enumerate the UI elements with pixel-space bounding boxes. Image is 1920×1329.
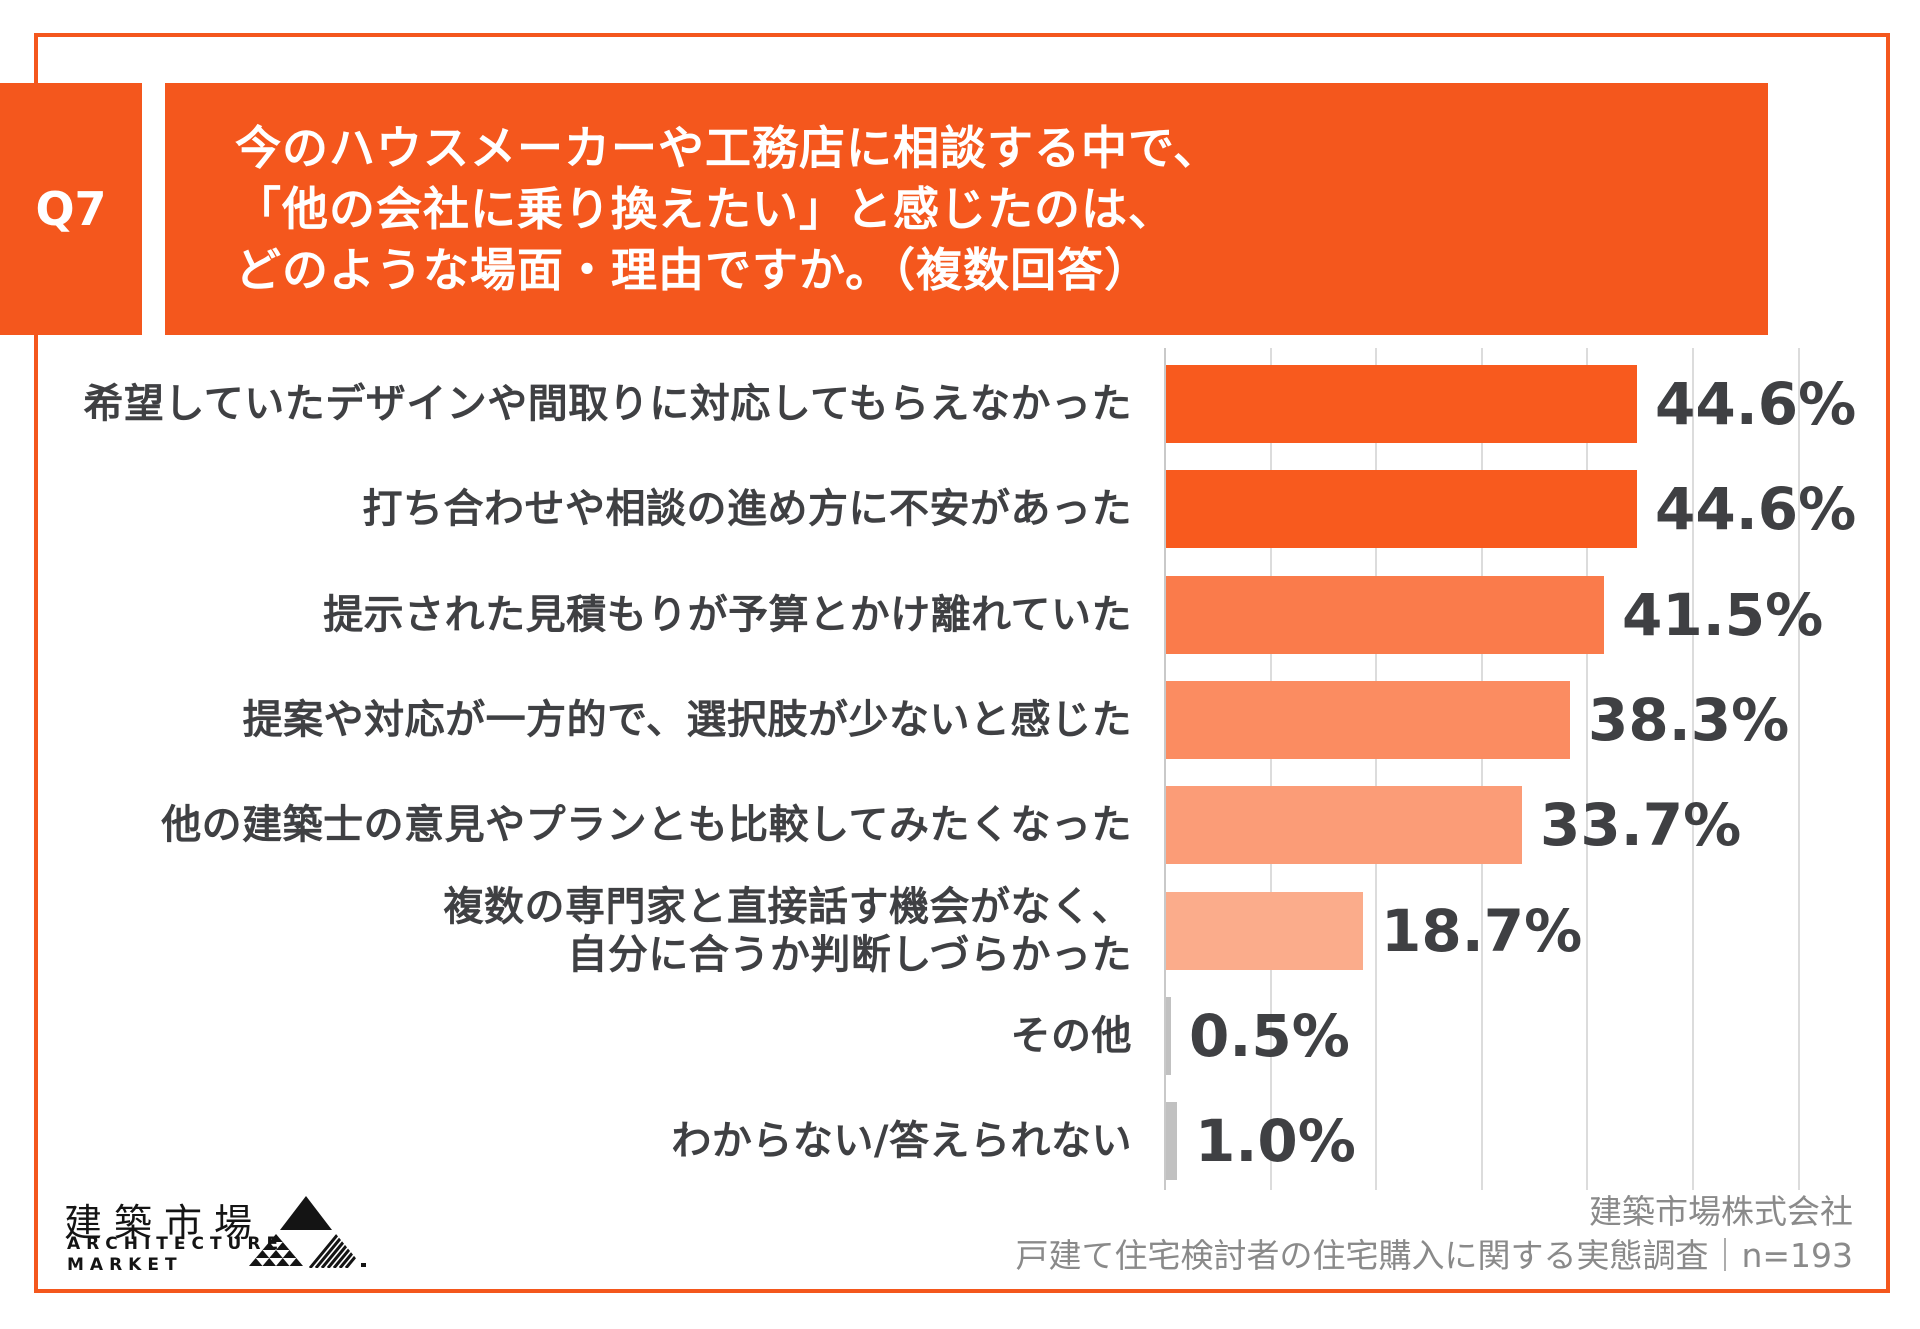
bar-3 [1166,576,1604,654]
value-label-1: 44.6% [1655,370,1857,438]
question-tag: Q7 [0,83,142,335]
y-axis-line [1164,348,1166,1190]
source-note: 建築市場株式会社 戸建て住宅検討者の住宅購入に関する実態調査｜n=193 [1015,1190,1853,1278]
question-title-line-1: 今のハウスメーカーや工務店に相談する中で、 [235,120,1221,175]
question-tag-label: Q7 [35,182,107,236]
category-label-3: 提示された見積もりが予算とかけ離れていた [323,592,1132,638]
category-label-6: 複数の専門家と直接話す機会がなく、 自分に合うか判断しづらかった [443,884,1132,978]
category-label-7: その他 [1010,1013,1132,1059]
value-label-8: 1.0% [1195,1107,1356,1175]
gridline-30 [1480,348,1483,1190]
bar-1 [1166,365,1637,443]
gridline-50 [1692,348,1694,1190]
value-label-4: 38.3% [1588,686,1790,754]
bar-8 [1166,1102,1177,1180]
question-title: 今のハウスメーカーや工務店に相談する中で、 「他の会社に乗り換えたい」と感じたの… [165,83,1768,335]
category-label-1: 希望していたデザインや間取りに対応してもらえなかった [83,381,1132,427]
page-border-frame [34,33,1890,1293]
value-label-6: 18.7% [1381,897,1583,965]
gridline-10 [1269,348,1272,1190]
value-label-7: 0.5% [1189,1002,1350,1070]
category-label-4: 提案や対応が一方的で、選択肢が少ないと感じた [242,697,1132,743]
logo-jp-text: 建築市場 [64,1201,265,1245]
bar-7 [1166,997,1171,1075]
category-label-5: 他の建築士の意見やプランとも比較してみたくなった [161,802,1132,848]
value-label-3: 41.5% [1622,581,1824,649]
category-label-2: 打ち合わせや相談の進め方に不安があった [362,486,1132,532]
logo-triangles-icon [249,1196,366,1268]
category-label-8: わからない/答えられない [671,1118,1132,1164]
logo-en-line1: ARCHITECTURE [67,1234,285,1254]
bar-6 [1166,892,1363,970]
question-title-line-3: どのような場面・理由ですか。（複数回答） [235,242,1152,297]
source-company: 建築市場株式会社 [1589,1192,1853,1231]
gridline-40 [1586,348,1589,1190]
question-title-line-2: 「他の会社に乗り換えたい」と感じたのは、 [235,181,1175,236]
bar-4 [1166,681,1570,759]
gridline-60 [1797,348,1800,1190]
source-survey: 戸建て住宅検討者の住宅購入に関する実態調査｜n=193 [1015,1236,1853,1275]
value-label-5: 33.7% [1540,791,1742,859]
bar-5 [1166,786,1522,864]
logo-en-line2: MARKET [67,1255,183,1275]
value-label-2: 44.6% [1655,475,1857,543]
bar-2 [1166,470,1637,548]
gridline-20 [1375,348,1378,1190]
